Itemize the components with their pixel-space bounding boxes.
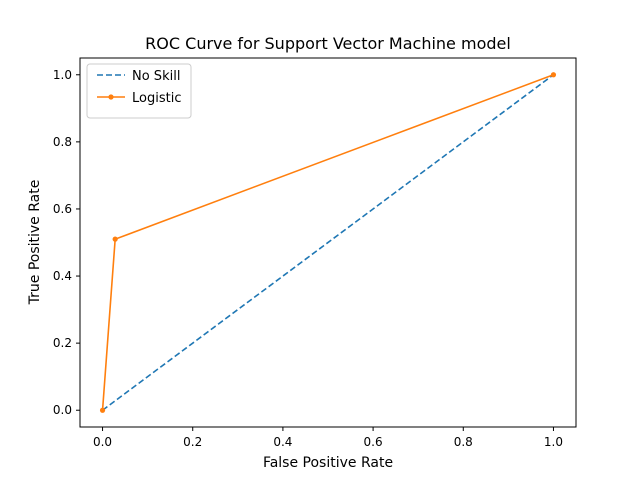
legend-box (86, 63, 192, 119)
x-tick-label: 0.6 (364, 435, 383, 449)
x-axis-label: False Positive Rate (263, 455, 393, 471)
y-tick-label: 0.2 (53, 336, 72, 350)
data-point (99, 407, 106, 413)
chart-title: ROC Curve for Support Vector Machine mod… (145, 34, 511, 53)
legend-label: No Skill (132, 69, 180, 84)
x-tick-label: 1.0 (544, 435, 563, 449)
y-tick-label: 0.4 (53, 269, 72, 283)
series-layer (99, 72, 557, 413)
data-point (112, 236, 118, 242)
series-line-no-skill (102, 74, 554, 411)
y-axis-label: True Positive Rate (27, 180, 43, 306)
x-tick-label: 0.4 (273, 435, 292, 449)
x-tick-label: 0.8 (454, 435, 473, 449)
y-tick-label: 0.0 (53, 403, 72, 417)
y-tick-label: 0.8 (53, 135, 72, 149)
legend: No Skill Logistic (86, 63, 192, 119)
y-tick-label: 0.6 (53, 202, 72, 216)
legend-marker (108, 94, 114, 100)
x-tick-label: 0.2 (183, 435, 202, 449)
plot-frame (79, 57, 577, 428)
y-tick-label: 1.0 (53, 68, 72, 82)
x-tick-label: 0.0 (93, 435, 112, 449)
data-point (550, 72, 557, 78)
legend-label: Logistic (132, 91, 181, 106)
x-axis: 0.0 0.2 0.4 0.6 0.8 1.0 (93, 427, 563, 449)
y-axis: 0.0 0.2 0.4 0.6 0.8 1.0 (53, 68, 80, 417)
